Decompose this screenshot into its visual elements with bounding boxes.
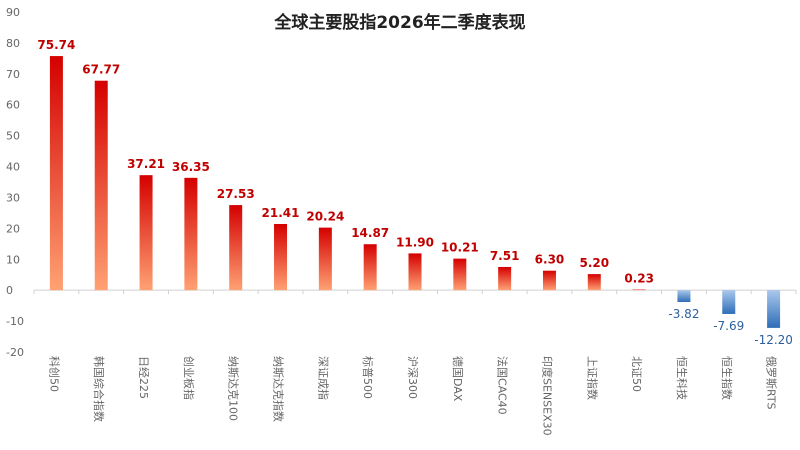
data-label: 14.87 xyxy=(351,226,389,240)
data-label: 36.35 xyxy=(172,160,210,174)
data-label: -12.20 xyxy=(754,333,793,347)
y-tick-label: 20 xyxy=(6,222,20,235)
chart-title: 全球主要股指2026年二季度表现 xyxy=(274,13,526,33)
data-label: 5.20 xyxy=(579,256,609,270)
category-label: 俄罗斯RTS xyxy=(765,356,778,410)
bar xyxy=(587,274,601,291)
data-label: 37.21 xyxy=(127,157,165,171)
y-tick-label: 50 xyxy=(6,130,20,143)
data-label: 67.77 xyxy=(82,63,120,77)
category-label: 科创50 xyxy=(47,356,61,392)
y-tick-label: 10 xyxy=(6,253,20,266)
y-tick-label: 0 xyxy=(6,284,13,297)
category-label: 法国CAC40 xyxy=(496,356,510,415)
bar xyxy=(229,205,243,291)
data-label: -7.69 xyxy=(713,319,744,333)
bar xyxy=(184,177,198,291)
category-label: 纳斯达克100 xyxy=(227,356,240,421)
bar xyxy=(542,270,556,291)
data-label: 11.90 xyxy=(396,235,434,249)
bar xyxy=(677,290,691,302)
category-label: 上证指数 xyxy=(585,356,599,400)
bar xyxy=(632,289,646,291)
y-tick-label: 30 xyxy=(6,191,20,204)
data-label: 0.23 xyxy=(624,271,654,285)
bar xyxy=(274,224,288,291)
category-label: 标普500 xyxy=(361,356,375,399)
bar xyxy=(408,253,422,291)
category-label: 韩国综合指数 xyxy=(92,356,106,422)
category-label: 深证成指 xyxy=(316,356,330,400)
data-label: -3.82 xyxy=(668,307,699,321)
data-label: 75.74 xyxy=(37,38,75,52)
category-label: 印度SENSEX30 xyxy=(540,356,554,436)
category-label: 沪深300 xyxy=(406,356,420,399)
data-label: 27.53 xyxy=(217,187,255,201)
category-label: 北证50 xyxy=(630,356,643,392)
category-label: 创业板指 xyxy=(182,356,196,400)
bar xyxy=(722,290,736,314)
data-label: 20.24 xyxy=(306,210,344,224)
bar xyxy=(318,227,332,291)
category-label: 恒生指数 xyxy=(720,356,734,400)
y-tick-label: 40 xyxy=(6,161,20,174)
data-label: 6.30 xyxy=(535,253,565,267)
category-label: 日经225 xyxy=(137,356,150,399)
bar xyxy=(94,80,108,291)
category-label: 恒生科技 xyxy=(675,356,689,400)
bar xyxy=(363,244,377,291)
bar xyxy=(767,290,781,328)
y-tick-label: 70 xyxy=(6,68,20,81)
bar xyxy=(49,56,63,291)
y-tick-label: -20 xyxy=(6,346,24,359)
y-tick-label: 60 xyxy=(6,99,20,112)
bar xyxy=(498,266,512,291)
y-tick-label: -10 xyxy=(6,315,24,328)
data-label: 7.51 xyxy=(490,249,520,263)
bar xyxy=(139,175,153,291)
data-label: 10.21 xyxy=(441,241,479,255)
bar xyxy=(453,258,467,291)
category-label: 德国DAX xyxy=(451,356,465,402)
data-label: 21.41 xyxy=(262,206,300,220)
y-tick-label: 90 xyxy=(6,6,20,19)
y-tick-label: 80 xyxy=(6,37,20,50)
category-label: 纳斯达克指数 xyxy=(272,356,286,422)
